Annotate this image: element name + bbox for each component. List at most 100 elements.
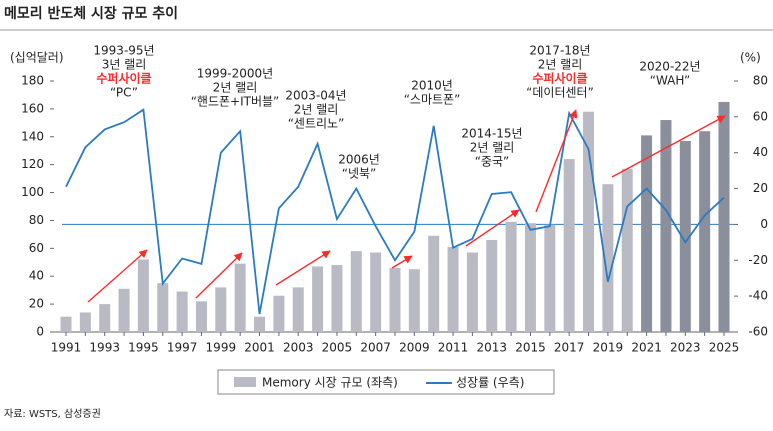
rally-arrow <box>535 109 578 213</box>
x-tick-label: 2015 <box>515 341 546 355</box>
y-tick-label: 0 <box>36 325 44 339</box>
chart-title: 메모리 반도체 시장 규모 추이 <box>4 5 178 22</box>
y2-tick-label: 80 <box>753 74 768 88</box>
annotation: 2년 랠리 <box>470 141 515 155</box>
annotation: 2003-04년 <box>285 89 346 103</box>
bar <box>60 316 72 332</box>
growth-line <box>65 108 725 315</box>
bar <box>254 316 266 332</box>
annotation: 2006년 <box>338 153 380 167</box>
annotation: “중국” <box>475 155 510 169</box>
rally-arrow <box>465 209 520 247</box>
y-tick-label: 180 <box>21 74 44 88</box>
bar <box>699 131 711 332</box>
x-tick-label: 2003 <box>283 341 314 355</box>
x-tick-label: 1993 <box>89 341 120 355</box>
bar <box>602 184 614 332</box>
x-tick-label: 2019 <box>593 341 624 355</box>
bar <box>137 259 149 332</box>
y-tick-label: 80 <box>29 213 44 227</box>
y2-tick-label: -60 <box>748 325 768 339</box>
bar <box>350 251 362 332</box>
annotation: 2017-18년 <box>529 44 590 58</box>
annotation: 2010년 <box>411 79 453 93</box>
annotation: 2년 랠리 <box>213 81 258 95</box>
bar <box>428 235 440 332</box>
y-tick-label: 120 <box>21 157 44 171</box>
bar <box>408 269 420 332</box>
bar <box>718 101 730 333</box>
rally-arrow <box>391 255 413 269</box>
bar <box>176 291 188 332</box>
annotation: 수퍼사이클 <box>96 71 151 86</box>
y2-tick-label: 0 <box>760 217 768 231</box>
y-tick-label: 100 <box>21 185 44 199</box>
annotation: 1993-95년 <box>93 44 154 58</box>
y-axis-label: (십억달러) <box>10 51 64 65</box>
bar <box>331 265 343 332</box>
annotation: “넷북” <box>342 167 377 181</box>
x-tick-label: 2023 <box>670 341 701 355</box>
y2-tick-label: 40 <box>753 145 768 159</box>
bar <box>215 287 227 332</box>
bar <box>195 301 207 332</box>
annotation: 2014-15년 <box>461 127 522 141</box>
bar <box>505 221 517 332</box>
y-tick-label: 60 <box>29 241 44 255</box>
x-tick-label: 1999 <box>206 341 237 355</box>
bar <box>563 159 575 332</box>
legend-label: Memory 시장 규모 (좌측) <box>262 376 398 390</box>
x-tick-label: 2007 <box>360 341 391 355</box>
x-tick-label: 2021 <box>631 341 662 355</box>
legend-swatch <box>234 377 256 387</box>
bar <box>544 224 556 332</box>
y-tick-label: 160 <box>21 101 44 115</box>
bar <box>292 287 304 332</box>
y2-tick-label: 60 <box>753 109 768 123</box>
annotation: “스마트폰” <box>404 93 461 107</box>
rally-arrow <box>195 252 243 299</box>
bar <box>641 135 653 332</box>
bar <box>370 252 382 332</box>
x-tick-label: 2011 <box>438 341 469 355</box>
annotation: 1999-2000년 <box>197 67 273 81</box>
y2-tick-label: -40 <box>748 289 768 303</box>
y-tick-label: 20 <box>29 297 44 311</box>
bar <box>99 304 111 332</box>
annotation: “PC” <box>110 86 138 100</box>
y2-axis-label: (%) <box>740 51 761 65</box>
annotation: 3년 랠리 <box>102 58 147 72</box>
annotation: 수퍼사이클 <box>532 71 587 86</box>
x-tick-label: 1991 <box>51 341 82 355</box>
y2-tick-label: 20 <box>753 181 768 195</box>
bar <box>486 239 498 332</box>
y2-tick-label: -20 <box>748 253 768 267</box>
bar <box>118 288 130 332</box>
bar <box>583 111 595 332</box>
x-tick-label: 2009 <box>399 341 430 355</box>
rally-arrow <box>275 250 331 286</box>
x-tick-label: 2005 <box>322 341 353 355</box>
annotation: “WAH” <box>650 74 691 88</box>
rally-arrow <box>87 249 148 303</box>
rally-arrow <box>611 115 726 178</box>
legend-box <box>217 369 555 395</box>
y-tick-label: 40 <box>29 269 44 283</box>
x-tick-label: 2025 <box>709 341 740 355</box>
x-tick-label: 2013 <box>476 341 507 355</box>
bar <box>312 266 324 332</box>
annotation: “핸드폰+IT버블” <box>191 94 280 109</box>
bar <box>389 267 401 332</box>
source: 자료: WSTS, 삼성증권 <box>4 408 101 420</box>
bar <box>157 283 169 332</box>
legend-label: 성장률 (우측) <box>456 376 524 390</box>
x-tick-label: 1997 <box>167 341 198 355</box>
annotation: “데이터센터” <box>526 86 594 100</box>
x-tick-label: 2001 <box>244 341 275 355</box>
annotation: 2년 랠리 <box>538 58 583 72</box>
bar <box>466 252 478 332</box>
x-tick-label: 2017 <box>554 341 585 355</box>
bar <box>621 168 633 332</box>
bar <box>234 263 246 332</box>
